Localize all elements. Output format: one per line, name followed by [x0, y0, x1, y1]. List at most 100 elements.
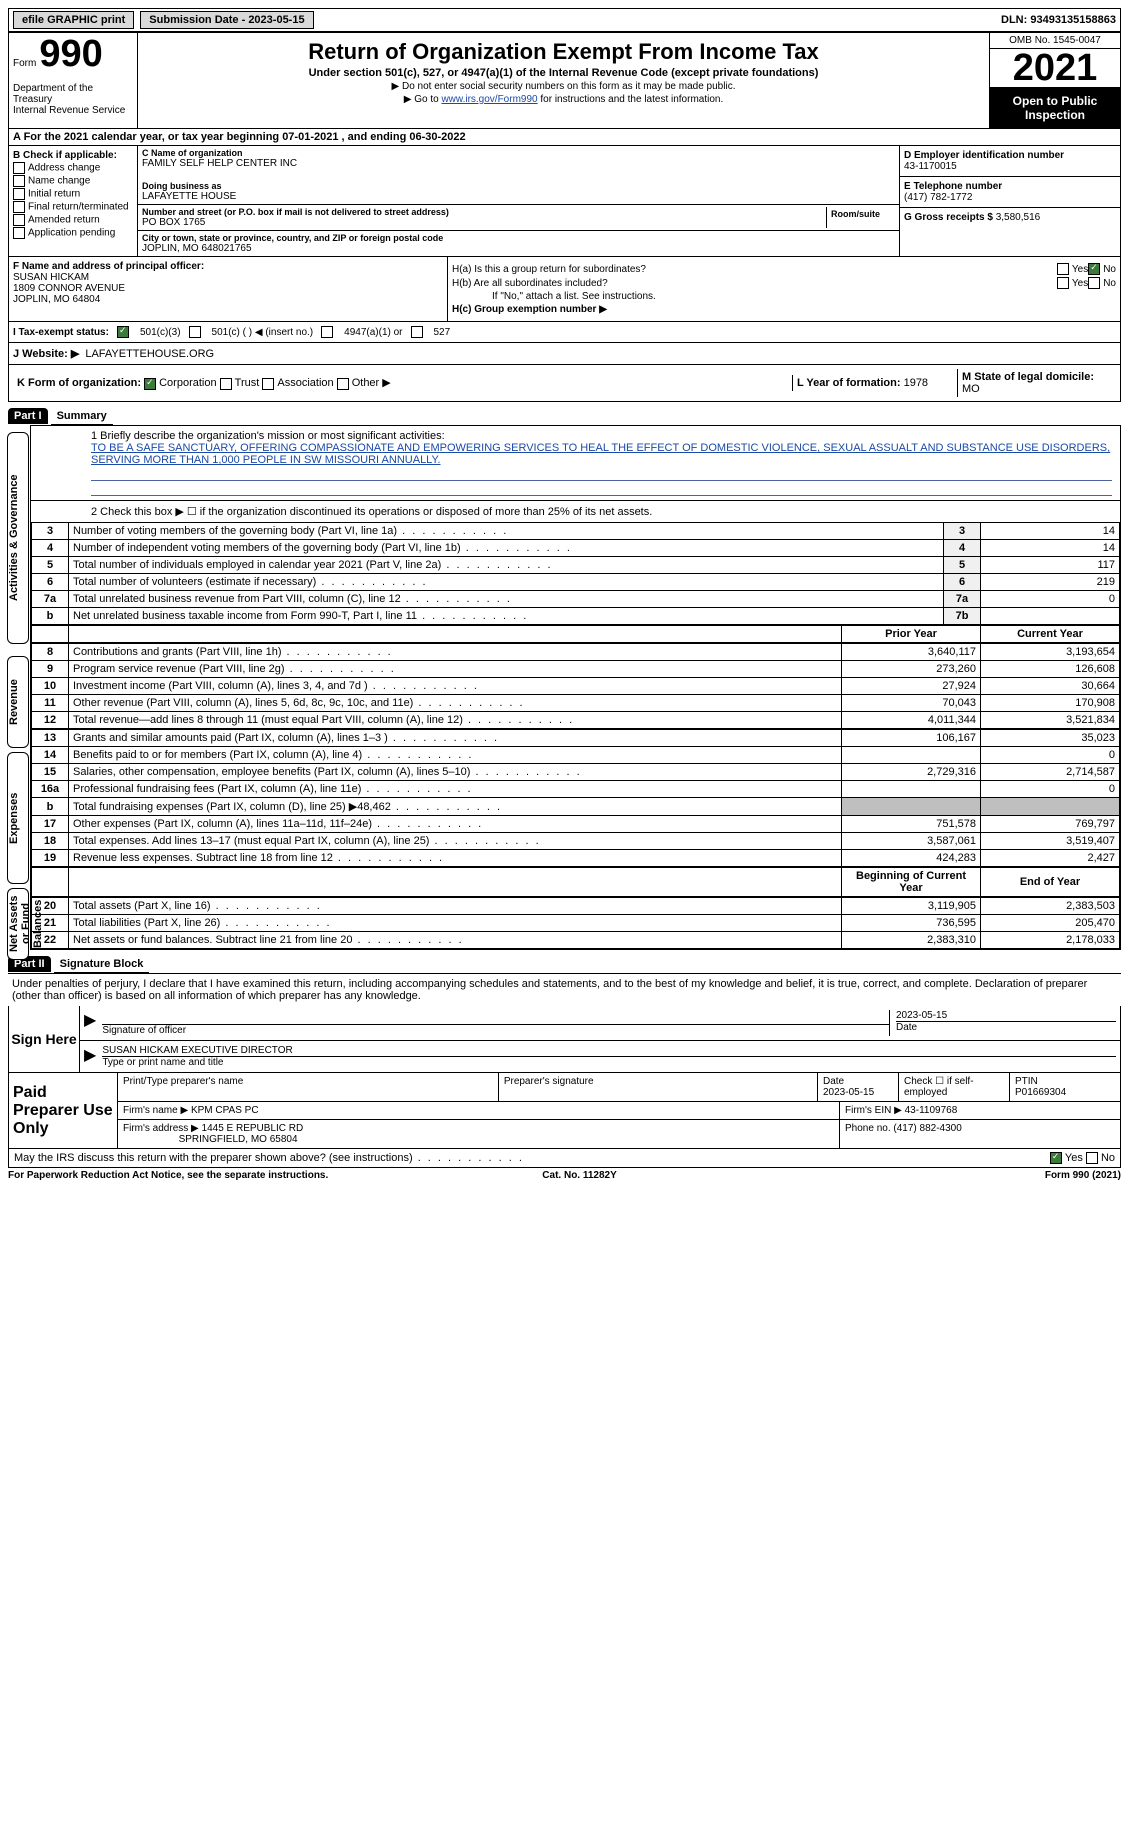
hb-yes[interactable] — [1057, 277, 1069, 289]
hb-note: If "No," attach a list. See instructions… — [452, 291, 1116, 302]
hb-no[interactable] — [1088, 277, 1100, 289]
section-fgh: F Name and address of principal officer:… — [8, 257, 1121, 322]
officer-name: SUSAN HICKAM — [13, 272, 443, 283]
opt-other: Other ▶ — [352, 377, 391, 389]
opt-501c3: 501(c)(3) — [140, 327, 181, 338]
box-h: H(a) Is this a group return for subordin… — [448, 257, 1120, 321]
note2: ▶ Go to www.irs.gov/Form990 for instruct… — [146, 94, 981, 105]
part1-header: Part I — [8, 408, 48, 424]
street: PO BOX 1765 — [142, 217, 826, 228]
row-a: A For the 2021 calendar year, or tax yea… — [8, 129, 1121, 146]
phone: (417) 882-4300 — [893, 1123, 961, 1134]
opt-4947: 4947(a)(1) or — [344, 327, 402, 338]
prep-date: 2023-05-15 — [823, 1087, 874, 1098]
form-title: Return of Organization Exempt From Incom… — [146, 39, 981, 65]
chk-assoc[interactable] — [262, 378, 274, 390]
chk-other[interactable] — [337, 378, 349, 390]
chk-trust[interactable] — [220, 378, 232, 390]
form-org-label: K Form of organization: — [17, 377, 141, 389]
chk-pending[interactable]: Application pending — [13, 227, 133, 239]
gross: 3,580,516 — [996, 212, 1041, 223]
chk-name[interactable]: Name change — [13, 175, 133, 187]
footer-mid: Cat. No. 11282Y — [542, 1170, 616, 1181]
year-box: OMB No. 1545-0047 2021 Open to Public In… — [989, 33, 1120, 128]
begin-year-header: Beginning of Current Year — [842, 868, 981, 897]
end-year-header: End of Year — [981, 868, 1120, 897]
chk-initial[interactable]: Initial return — [13, 188, 133, 200]
box-c: C Name of organization FAMILY SELF HELP … — [138, 146, 899, 256]
vtab-netassets: Net Assets or Fund Balances — [7, 888, 29, 960]
org-name-label: C Name of organization — [142, 148, 895, 158]
opt-trust: Trust — [235, 377, 260, 389]
year-formation: 1978 — [904, 377, 928, 389]
prep-date-label: Date — [823, 1076, 844, 1087]
discuss-no[interactable] — [1086, 1152, 1098, 1164]
sign-here-label: Sign Here — [9, 1006, 80, 1072]
opt-assoc: Association — [277, 377, 333, 389]
discuss-yes[interactable] — [1050, 1152, 1062, 1164]
note2-pre: ▶ Go to — [404, 94, 442, 105]
self-employed-check[interactable]: Check ☐ if self-employed — [899, 1073, 1010, 1101]
ein-label: D Employer identification number — [904, 150, 1116, 161]
sig-date: 2023-05-15 — [896, 1010, 1116, 1022]
arrow-icon: ▶ — [84, 1010, 96, 1036]
ptin: P01669304 — [1015, 1087, 1066, 1098]
form-number-box: Form 990 Department of the Treasury Inte… — [9, 33, 138, 128]
vtab-revenue: Revenue — [7, 656, 29, 748]
chk-address[interactable]: Address change — [13, 162, 133, 174]
row-k: K Form of organization: Corporation Trus… — [8, 365, 1121, 402]
revenue-header: Prior Year Current Year — [31, 625, 1120, 643]
efile-button[interactable]: efile GRAPHIC print — [13, 11, 134, 29]
tel: (417) 782-1772 — [904, 192, 1116, 203]
firm-name: KPM CPAS PC — [191, 1105, 259, 1116]
preparer-block: Paid Preparer Use Only Print/Type prepar… — [8, 1073, 1121, 1149]
room-label: Room/suite — [831, 209, 891, 219]
chk-4947[interactable] — [321, 326, 333, 338]
footer: For Paperwork Reduction Act Notice, see … — [8, 1170, 1121, 1181]
ha-no[interactable] — [1088, 263, 1100, 275]
street-label: Number and street (or P.O. box if mail i… — [142, 207, 826, 217]
dept: Department of the Treasury Internal Reve… — [13, 83, 133, 116]
chk-527[interactable] — [411, 326, 423, 338]
net-table: 20Total assets (Part X, line 16)3,119,90… — [31, 897, 1120, 949]
officer-label: F Name and address of principal officer: — [13, 261, 443, 272]
website-label: J Website: ▶ — [13, 347, 79, 360]
chk-501c3[interactable] — [117, 326, 129, 338]
chk-final[interactable]: Final return/terminated — [13, 201, 133, 213]
tax-status-label: I Tax-exempt status: — [13, 327, 109, 338]
opt-501c: 501(c) ( ) ◀ (insert no.) — [212, 327, 314, 338]
phone-label: Phone no. — [845, 1123, 891, 1134]
note1: ▶ Do not enter social security numbers o… — [146, 81, 981, 92]
officer-addr2: JOPLIN, MO 64804 — [13, 294, 443, 305]
dln: DLN: 93493135158863 — [1001, 14, 1116, 26]
box-b: B Check if applicable: Address change Na… — [9, 146, 138, 256]
sign-here-block: Sign Here ▶ Signature of officer 2023-05… — [8, 1006, 1121, 1073]
org-name: FAMILY SELF HELP CENTER INC — [142, 158, 895, 169]
form-header: Form 990 Department of the Treasury Inte… — [8, 33, 1121, 129]
dba-label: Doing business as — [142, 181, 895, 191]
date-label: Date — [896, 1022, 1116, 1033]
box-d: D Employer identification number 43-1170… — [899, 146, 1120, 256]
note2-post: for instructions and the latest informat… — [540, 94, 723, 105]
chk-amended[interactable]: Amended return — [13, 214, 133, 226]
paid-preparer-label: Paid Preparer Use Only — [9, 1073, 118, 1148]
officer-print-name: SUSAN HICKAM EXECUTIVE DIRECTOR — [102, 1045, 1116, 1057]
chk-501c[interactable] — [189, 326, 201, 338]
vtab-governance: Activities & Governance — [7, 432, 29, 644]
chk-corp[interactable] — [144, 378, 156, 390]
expenses-table: 13Grants and similar amounts paid (Part … — [31, 729, 1120, 867]
city-label: City or town, state or province, country… — [142, 233, 895, 243]
ha-yes[interactable] — [1057, 263, 1069, 275]
section-bcd: B Check if applicable: Address change Na… — [8, 146, 1121, 257]
dba: LAFAYETTE HOUSE — [142, 191, 895, 202]
prep-name-label: Print/Type preparer's name — [123, 1076, 493, 1087]
prior-year-header: Prior Year — [842, 626, 981, 643]
firm-ein: 43-1109768 — [905, 1105, 958, 1116]
current-year-header: Current Year — [981, 626, 1120, 643]
part1-title: Summary — [51, 408, 113, 425]
officer-print-label: Type or print name and title — [102, 1057, 1116, 1068]
subtitle: Under section 501(c), 527, or 4947(a)(1)… — [146, 67, 981, 79]
ha-label: H(a) Is this a group return for subordin… — [452, 264, 1057, 275]
form990-link[interactable]: www.irs.gov/Form990 — [441, 94, 537, 105]
submission-button[interactable]: Submission Date - 2023-05-15 — [140, 11, 313, 29]
